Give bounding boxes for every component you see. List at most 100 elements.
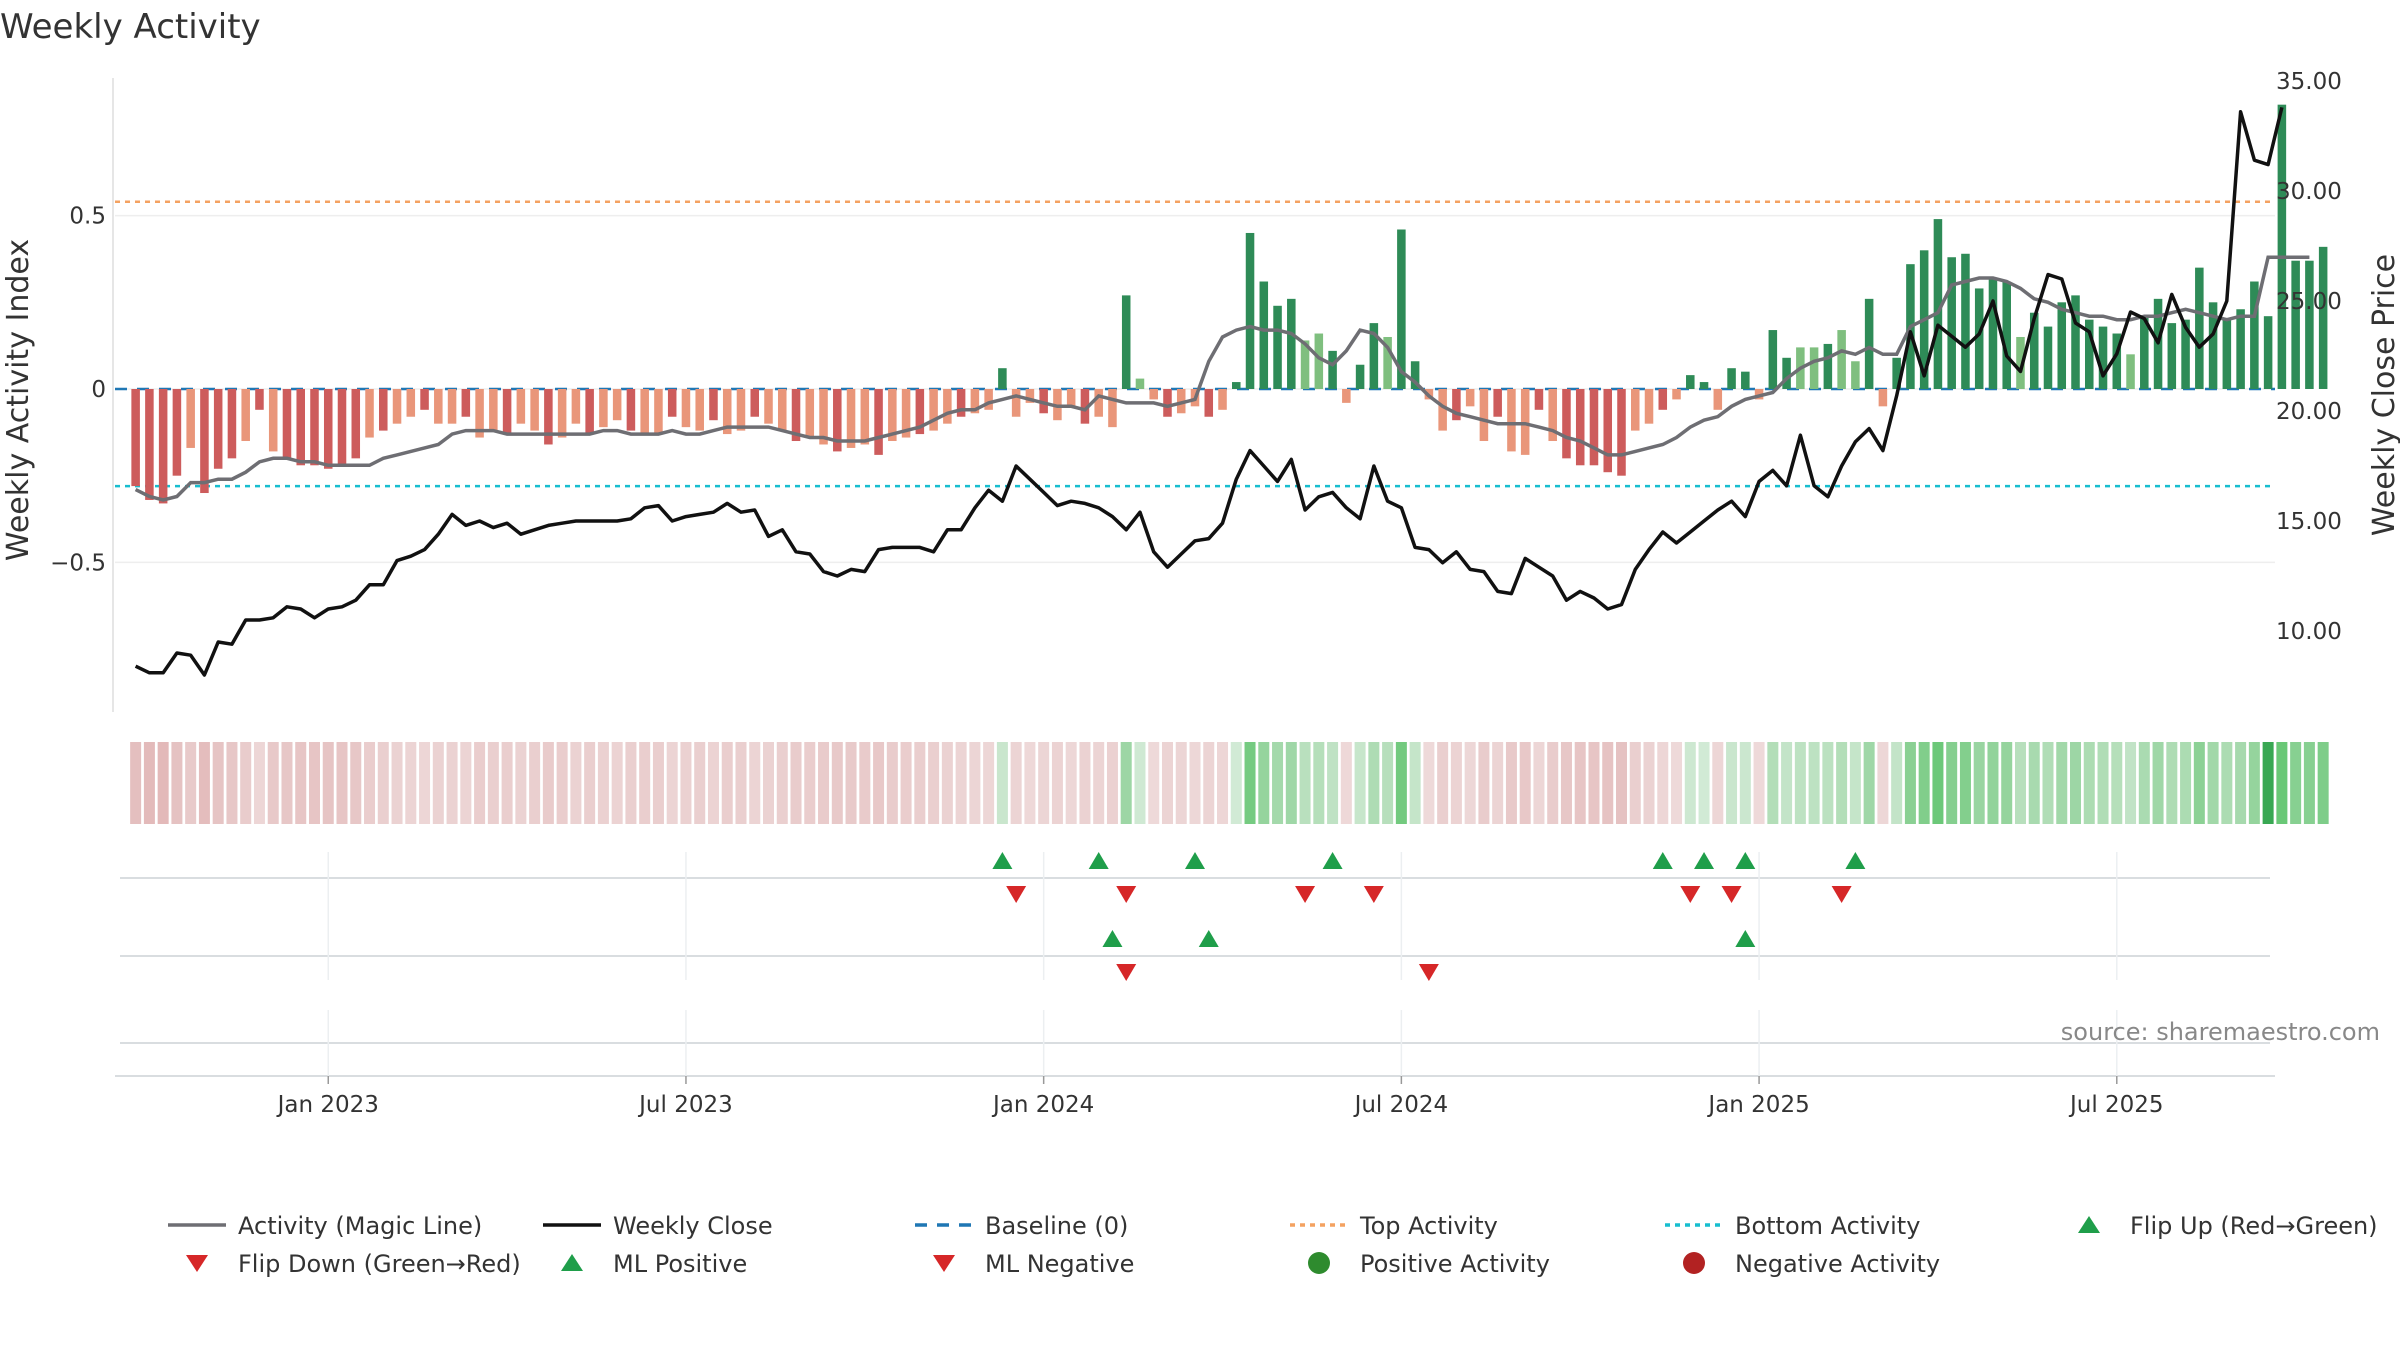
heat-cell	[1437, 742, 1449, 824]
flip-down-marker	[1116, 886, 1137, 903]
x-tick-label: Jan 2025	[1706, 1092, 1809, 1118]
heat-cell	[735, 742, 747, 824]
heat-cell	[1010, 742, 1022, 824]
activity-bar	[1479, 389, 1489, 442]
activity-bar	[1259, 281, 1269, 389]
left-axis-ticks: 0.5 0 −0.5	[50, 204, 106, 577]
flip-down-marker	[1295, 886, 1316, 903]
activity-bar	[2167, 323, 2177, 389]
heat-cell	[377, 742, 389, 824]
flip-up-marker	[1845, 852, 1866, 869]
activity-bar	[1837, 330, 1846, 389]
activity-bar	[1658, 389, 1668, 410]
activity-bar	[1851, 361, 1860, 389]
activity-bar	[2181, 319, 2190, 389]
heat-cell	[1684, 742, 1696, 824]
activity-bar	[599, 389, 608, 428]
activity-bar	[612, 389, 622, 421]
heat-cell	[1836, 742, 1848, 824]
heat-cell	[2317, 742, 2329, 824]
heat-cell	[1464, 742, 1476, 824]
heat-cell	[1918, 742, 1930, 824]
heat-cell	[2180, 742, 2192, 824]
legend-magic-line-label: Activity (Magic Line)	[238, 1212, 482, 1240]
activity-bar	[1149, 389, 1158, 400]
activity-bar	[1575, 389, 1585, 466]
activity-bar	[2291, 260, 2300, 389]
heat-cell	[1382, 742, 1394, 824]
legend-ml-negative: ML Negative	[933, 1250, 1134, 1278]
activity-bar	[379, 389, 388, 431]
x-tick-label: Jul 2025	[2068, 1092, 2164, 1118]
activity-bar	[1355, 364, 1365, 389]
activity-bar	[392, 389, 402, 424]
legend-flip-up: Flip Up (Red→Green)	[2078, 1212, 2378, 1240]
heat-cell	[969, 742, 981, 824]
weekly-close-line	[134, 106, 2284, 677]
legend-baseline-label: Baseline (0)	[985, 1212, 1128, 1240]
activity-bar	[1273, 305, 1282, 389]
heat-cell	[666, 742, 678, 824]
activity-bar	[901, 389, 911, 438]
heat-cell	[171, 742, 183, 824]
heat-cell	[818, 742, 830, 824]
activity-bar	[1245, 232, 1255, 389]
heat-cell	[2221, 742, 2233, 824]
heat-cell	[2042, 742, 2054, 824]
heat-cell	[2207, 742, 2219, 824]
heat-cell	[928, 742, 940, 824]
flip-up-marker	[1735, 852, 1756, 869]
heat-cell	[130, 742, 142, 824]
activity-bar	[1383, 336, 1392, 389]
heat-cell	[639, 742, 651, 824]
activity-bar	[750, 389, 760, 417]
activity-bar	[1630, 389, 1640, 431]
legend-ml-negative-label: ML Negative	[985, 1250, 1134, 1278]
activity-bar	[282, 389, 292, 459]
legend-negative-activity: Negative Activity	[1683, 1250, 1940, 1278]
activity-bar	[2016, 336, 2025, 389]
activity-bar	[1974, 288, 1984, 389]
activity-bar	[1135, 378, 1145, 389]
heat-cell	[267, 742, 279, 824]
ml-positive-marker	[1102, 930, 1123, 947]
activity-bar	[2043, 326, 2053, 389]
heat-cell	[2014, 742, 2026, 824]
heat-cell	[1794, 742, 1806, 824]
activity-bar	[585, 389, 594, 435]
heat-cell	[2097, 742, 2109, 824]
heat-cell	[1959, 742, 1971, 824]
activity-bar	[2208, 302, 2218, 389]
heat-cell	[515, 742, 527, 824]
heat-cell	[1547, 742, 1559, 824]
heat-cell	[2290, 742, 2302, 824]
heat-cell	[295, 742, 307, 824]
activity-bar	[1686, 375, 1695, 389]
activity-bar	[998, 368, 1007, 389]
heat-cell	[1712, 742, 1724, 824]
activity-bar	[1988, 278, 1998, 389]
activity-bar	[1768, 330, 1778, 389]
activity-bar	[1094, 389, 1103, 417]
heat-cell	[611, 742, 623, 824]
legend-flip-up-label: Flip Up (Red→Green)	[2130, 1212, 2378, 1240]
heat-cell	[1615, 742, 1627, 824]
heat-cell	[584, 742, 596, 824]
legend-ml-positive: ML Positive	[561, 1250, 747, 1278]
activity-bar	[2002, 281, 2011, 389]
activity-bar	[1108, 389, 1117, 428]
heat-cell	[198, 742, 210, 824]
heat-cell	[185, 742, 197, 824]
heat-cell	[1024, 742, 1036, 824]
legend-magic-line: Activity (Magic Line)	[168, 1212, 482, 1240]
legend-weekly-close: Weekly Close	[543, 1212, 773, 1240]
heat-cell	[419, 742, 431, 824]
heat-cell	[707, 742, 719, 824]
activity-bar	[1520, 389, 1530, 455]
activity-bar	[1534, 389, 1544, 410]
activity-bar	[984, 389, 993, 410]
heat-cell	[364, 742, 376, 824]
heat-cell	[1739, 742, 1751, 824]
activity-bar	[1204, 389, 1214, 417]
heat-cell	[253, 742, 265, 824]
